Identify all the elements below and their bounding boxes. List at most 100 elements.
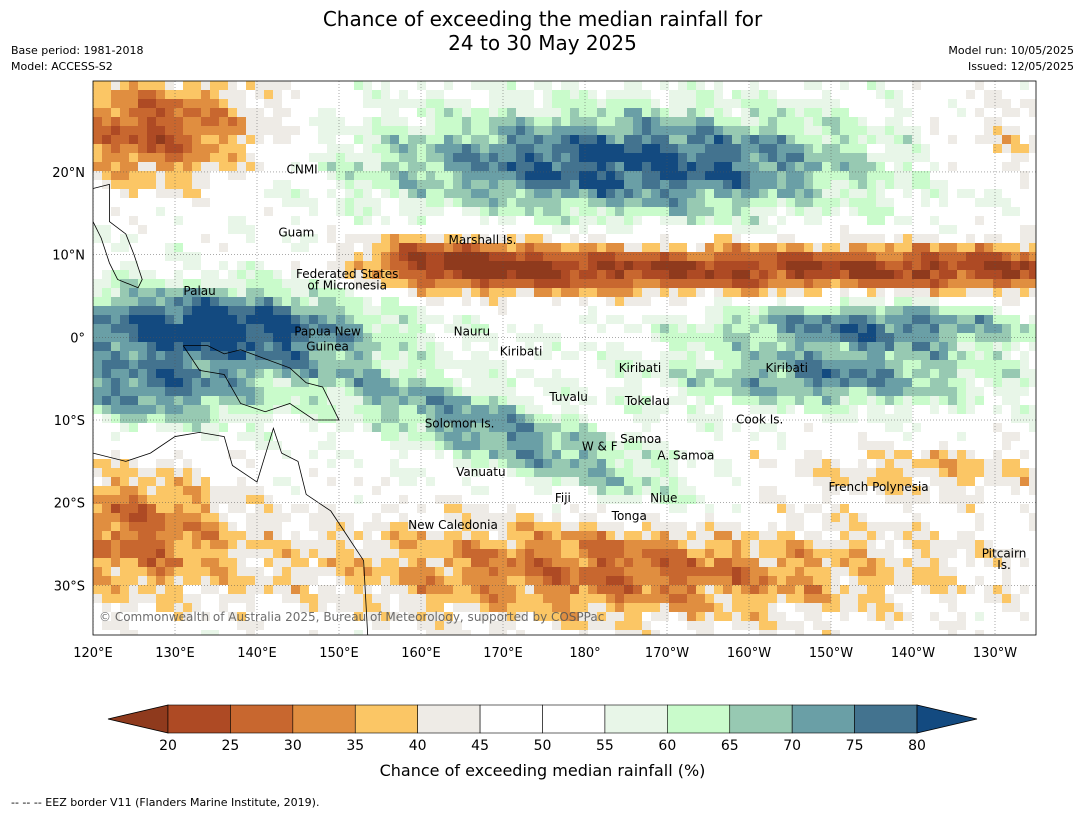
field-cell [939,243,949,253]
field-cell [615,369,625,379]
field-cell [876,126,886,136]
field-cell [264,333,274,343]
field-cell [264,360,274,370]
field-cell [237,108,247,118]
field-cell [678,126,688,136]
field-cell [327,279,337,289]
field-cell [453,189,463,199]
field-cell [192,90,202,100]
field-cell [957,414,967,424]
field-cell [642,477,652,487]
field-cell [588,207,598,217]
field-cell [687,369,697,379]
field-cell [804,315,814,325]
field-cell [669,423,679,433]
field-cell [183,459,193,469]
field-cell [336,360,346,370]
field-cell [498,450,508,460]
field-cell [714,171,724,181]
field-cell [633,126,643,136]
field-cell [696,126,706,136]
field-cell [210,162,220,172]
field-cell [822,486,832,496]
field-cell [606,99,616,109]
field-cell [138,504,148,514]
field-cell [1011,117,1021,127]
field-cell [147,243,157,253]
field-cell [507,297,517,307]
field-cell [867,342,877,352]
field-cell [408,324,418,334]
field-cell [579,351,589,361]
field-cell [174,288,184,298]
field-cell [444,225,454,235]
field-cell [336,468,346,478]
field-cell [669,486,679,496]
field-cell [579,360,589,370]
field-cell [606,387,616,397]
field-cell [174,225,184,235]
field-cell [750,162,760,172]
field-cell [498,234,508,244]
field-cell [525,324,535,334]
field-cell [858,99,868,109]
field-cell [795,180,805,190]
field-cell [138,225,148,235]
field-cell [228,351,238,361]
field-cell [237,297,247,307]
field-cell [489,387,499,397]
field-cell [354,360,364,370]
field-cell [687,189,697,199]
field-cell [264,234,274,244]
field-cell [822,234,832,244]
field-cell [399,81,409,91]
field-cell [903,189,913,199]
field-cell [534,171,544,181]
field-cell [372,225,382,235]
field-cell [876,144,886,154]
field-cell [912,135,922,145]
field-cell [489,234,499,244]
field-cell [714,378,724,388]
field-cell [291,360,301,370]
field-cell [336,144,346,154]
field-cell [1011,108,1021,118]
field-cell [237,189,247,199]
field-cell [984,279,994,289]
field-cell [759,225,769,235]
field-cell [597,135,607,145]
field-cell [831,414,841,424]
field-cell [678,477,688,487]
field-cell [921,252,931,262]
field-cell [390,288,400,298]
field-cell [543,351,553,361]
field-cell [426,108,436,118]
field-cell [552,108,562,118]
field-cell [651,207,661,217]
field-cell [588,423,598,433]
field-cell [246,342,256,352]
field-cell [912,378,922,388]
field-cell [462,342,472,352]
field-cell [516,369,526,379]
field-cell [903,477,913,487]
field-cell [498,468,508,478]
field-cell [615,315,625,325]
field-cell [741,495,751,505]
field-cell [1029,333,1036,343]
field-cell [660,405,670,415]
field-cell [579,252,589,262]
field-cell [237,225,247,235]
field-cell [219,369,229,379]
field-cell [453,486,463,496]
field-cell [606,198,616,208]
field-cell [390,414,400,424]
field-cell [777,270,787,280]
field-cell [597,369,607,379]
field-cell [813,171,823,181]
field-cell [912,108,922,118]
field-cell [588,162,598,172]
field-cell [363,405,373,415]
field-cell [921,207,931,217]
field-cell [966,342,976,352]
